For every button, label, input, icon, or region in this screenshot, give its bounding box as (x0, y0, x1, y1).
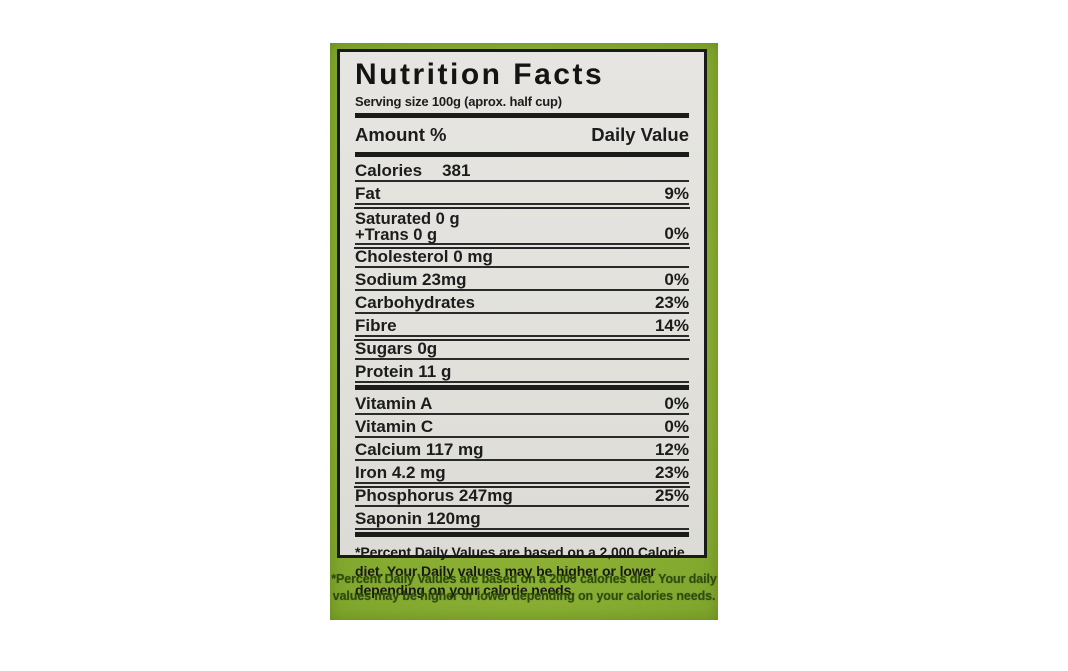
nutrient-name: Sodium 23mg (355, 270, 467, 289)
nutrient-row-cholesterol: Cholesterol 0 mg (355, 245, 689, 268)
label-footnote: *Percent Daily Values are based on a 2,0… (355, 544, 685, 598)
divider-bar (355, 113, 689, 118)
nutrient-name: Vitamin A (355, 394, 433, 413)
nutrient-name: Cholesterol 0 mg (355, 247, 493, 266)
nutrient-row-vitamin-a: Vitamin A 0% (355, 392, 689, 415)
nutrient-daily-value: 0% (664, 417, 689, 436)
nutrient-row-iron: Iron 4.2 mg 23% (354, 461, 690, 488)
label-title: Nutrition Facts (355, 58, 605, 91)
nutrient-daily-value: 25% (654, 486, 689, 505)
nutrient-name: Calcium 117 mg (355, 440, 484, 459)
nutrient-row-calcium: Calcium 117 mg 12% (355, 438, 689, 461)
nutrient-daily-value: 9% (664, 184, 689, 203)
nutrition-facts-label: Nutrition Facts Serving size 100g (aprox… (337, 49, 707, 598)
nutrient-name: Carbohydrates (355, 293, 475, 312)
nutrient-name: Saponin 120mg (355, 509, 481, 528)
nutrient-row-fat: Fat 9% (354, 182, 690, 209)
nutrient-row-protein: Protein 11 g (355, 360, 689, 383)
nutrient-name: Calories 381 (355, 161, 471, 180)
nutrient-row-sodium: Sodium 23mg 0% (355, 268, 689, 291)
nutrient-daily-value: 0% (664, 270, 689, 289)
nutrient-row-phosphorus: Phosphorus 247mg 25% (355, 484, 689, 507)
nutrient-name: Fat (355, 184, 381, 203)
nutrient-daily-value: 0% (664, 394, 689, 413)
nutrient-name: Saturated 0 g +Trans 0 g (355, 210, 460, 244)
green-package-background: Nutrition Facts Serving size 100g (aprox… (330, 43, 718, 620)
nutrient-name: Iron 4.2 mg (355, 463, 446, 482)
nutrient-amount: 381 (442, 161, 471, 180)
divider-bar (355, 532, 689, 537)
nutrient-daily-value: 12% (654, 440, 689, 459)
column-header-daily-value: Daily Value (591, 124, 689, 145)
column-header-amount: Amount % (355, 124, 447, 145)
divider-bar (355, 385, 689, 390)
nutrient-name: Sugars 0g (355, 339, 438, 358)
column-header-row: Amount % Daily Value (355, 118, 689, 150)
nutrient-name: Fibre (355, 316, 397, 335)
nutrient-daily-value: 23% (654, 293, 689, 312)
nutrient-daily-value: 0% (664, 224, 689, 243)
nutrient-row-fibre: Fibre 14% (354, 314, 690, 341)
nutrient-row-vitamin-c: Vitamin C 0% (355, 415, 689, 438)
nutrient-name: Vitamin C (355, 417, 434, 436)
divider-bar (355, 152, 689, 157)
nutrient-row-saponin: Saponin 120mg (355, 507, 689, 530)
nutrient-row-sugars: Sugars 0g (355, 337, 689, 360)
nutrient-table: Calories 381 Fat 9% Saturated 0 g +Trans … (354, 159, 690, 537)
nutrient-row-saturated-trans: Saturated 0 g +Trans 0 g 0% (354, 205, 690, 249)
nutrient-row-calories: Calories 381 (355, 159, 689, 182)
nutrient-row-carbohydrates: Carbohydrates 23% (355, 291, 689, 314)
package-footnote: *Percent Daily Values are based on a 200… (331, 572, 717, 603)
nutrient-daily-value: 14% (654, 316, 689, 335)
nutrient-daily-value: 23% (654, 463, 689, 482)
nutrient-name: Phosphorus 247mg (355, 486, 513, 505)
nutrient-name: Protein 11 g (355, 362, 452, 381)
serving-size-text: Serving size 100g (aprox. half cup) (355, 94, 562, 109)
